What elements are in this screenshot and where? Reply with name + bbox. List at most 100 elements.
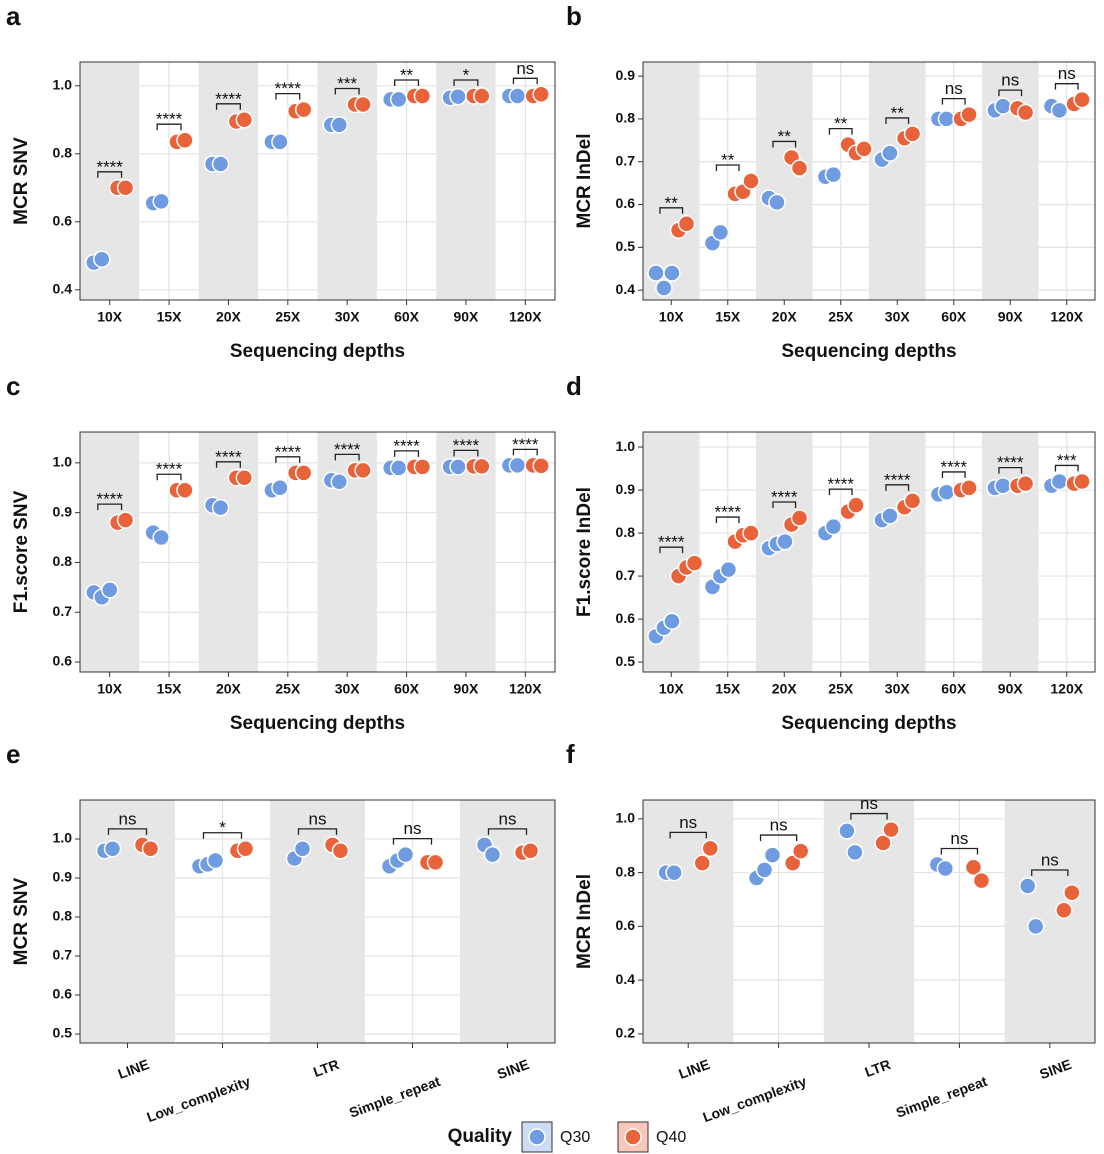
significance-label: ns [945, 79, 963, 98]
data-point [294, 100, 313, 119]
x-axis-title: Sequencing depths [230, 341, 405, 362]
data-point [1016, 474, 1035, 493]
data-point [235, 111, 254, 129]
x-tick-label: LTR [311, 1056, 341, 1080]
significance-bracket [394, 79, 420, 86]
y-tick-label: 0.8 [53, 908, 73, 924]
significance-bracket [97, 171, 123, 178]
significance-label: ns [1058, 64, 1076, 83]
y-tick-label: 0.2 [616, 1025, 636, 1041]
x-tick-label: 90X [998, 309, 1024, 325]
data-point [719, 560, 738, 579]
significance-label: ns [404, 819, 422, 838]
x-tick-label: 15X [715, 309, 741, 325]
significance-bracket [998, 89, 1023, 97]
data-point [937, 110, 956, 128]
significance-bracket [828, 127, 853, 135]
data-point [235, 469, 254, 487]
data-point [755, 861, 774, 879]
data-point [964, 858, 983, 876]
data-point [647, 264, 665, 282]
data-point [426, 853, 445, 872]
significance-bracket [275, 456, 301, 463]
significance-bracket [659, 546, 684, 554]
y-tick-label: 0.6 [616, 610, 636, 626]
x-tick-label: 20X [772, 681, 798, 697]
significance-bracket [998, 466, 1023, 474]
significance-label: ns [499, 809, 517, 828]
significance-bracket [759, 834, 798, 842]
data-point [354, 95, 372, 114]
data-point [331, 841, 350, 860]
x-tick-label: LINE [676, 1056, 711, 1082]
significance-bracket [202, 832, 243, 839]
data-point [236, 840, 255, 858]
significance-bracket [156, 473, 182, 481]
data-point [330, 473, 349, 491]
significance-label: ns [1001, 71, 1019, 90]
legend-point [624, 1128, 642, 1146]
significance-bracket [97, 503, 123, 511]
x-tick-label: SINE [495, 1056, 531, 1082]
significance-bracket [772, 140, 797, 148]
panel-label: f [566, 739, 575, 769]
x-tick-label: 10X [659, 309, 685, 325]
y-tick-label: 0.6 [53, 653, 73, 669]
y-tick-label: 0.9 [616, 481, 636, 497]
significance-label: ** [665, 193, 679, 212]
y-tick-label: 0.7 [53, 947, 73, 963]
data-point [960, 479, 978, 497]
data-point [389, 459, 408, 477]
y-axis-title: MCR SNV [11, 877, 32, 965]
x-axis-title: Sequencing depths [781, 341, 956, 362]
significance-label: **** [884, 470, 911, 489]
plot-border [642, 431, 1096, 673]
data-point [994, 97, 1012, 115]
significance-bracket [215, 103, 241, 110]
category-band [756, 62, 813, 300]
plot-border [79, 431, 556, 673]
y-tick-label: 1.0 [616, 438, 636, 454]
data-point [1055, 901, 1073, 919]
data-point [693, 854, 712, 872]
y-tick-label: 0.5 [616, 653, 636, 669]
significance-bracket [828, 488, 853, 496]
data-point [1016, 103, 1035, 122]
data-point [972, 871, 991, 890]
x-tick-label: SINE [1037, 1056, 1073, 1082]
data-point [960, 105, 978, 124]
data-point [101, 581, 119, 599]
data-point [354, 461, 372, 480]
significance-bracket [885, 117, 910, 124]
significance-bracket [394, 450, 420, 457]
data-point [1073, 472, 1091, 491]
significance-label: **** [658, 533, 685, 552]
data-point [483, 845, 502, 864]
data-point [791, 842, 810, 860]
category-band [982, 432, 1039, 672]
significance-bracket [334, 453, 360, 461]
data-point [768, 193, 786, 212]
x-tick-label: 25X [275, 681, 301, 697]
data-point [847, 496, 865, 514]
data-point [508, 456, 527, 475]
y-tick-label: 0.4 [53, 281, 73, 297]
legend-label: Q30 [560, 1129, 590, 1146]
data-point [677, 215, 696, 233]
y-tick-label: 0.9 [53, 503, 73, 519]
y-tick-label: 0.6 [616, 195, 636, 211]
y-axis-title: F1.score SNV [11, 490, 32, 613]
significance-bracket [1054, 464, 1079, 472]
y-tick-label: 0.6 [616, 917, 636, 933]
x-tick-label: LINE [116, 1056, 151, 1082]
panel-label: c [6, 371, 20, 401]
data-point [937, 483, 956, 501]
x-axis-title: Sequencing depths [230, 713, 405, 734]
significance-bracket [297, 828, 338, 835]
data-point [152, 192, 170, 211]
significance-label: **** [715, 503, 742, 522]
significance-label: **** [275, 442, 302, 461]
significance-bracket [1031, 869, 1069, 877]
y-tick-label: 1.0 [53, 830, 73, 846]
